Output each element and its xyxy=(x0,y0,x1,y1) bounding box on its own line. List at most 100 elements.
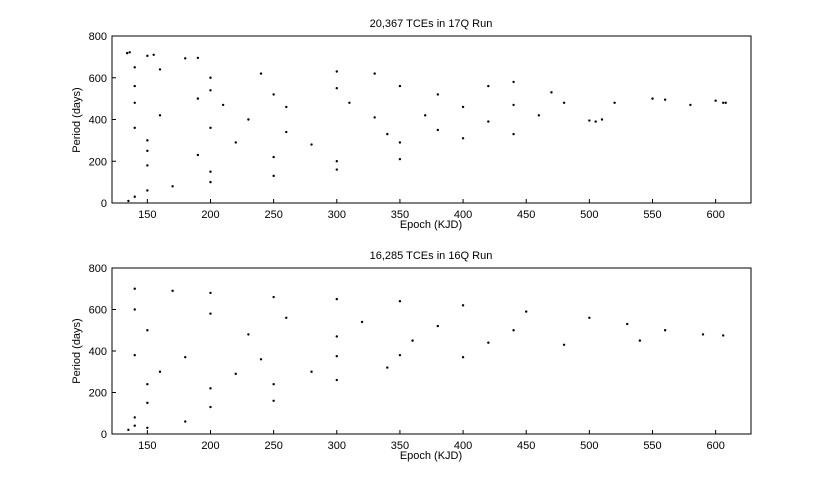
data-point xyxy=(209,76,212,79)
x-tick-label: 400 xyxy=(454,440,472,452)
data-point xyxy=(626,322,629,326)
data-point xyxy=(146,164,149,167)
data-point xyxy=(285,130,288,134)
x-axis: 150 200 250 300 350 400 450 500 550 600 xyxy=(138,430,725,452)
data-point xyxy=(461,137,465,140)
y-tick-label: 0 xyxy=(101,198,107,210)
data-point xyxy=(423,114,427,117)
x-tick-label: 350 xyxy=(391,209,409,221)
y-tick-label: 0 xyxy=(101,429,107,441)
data-point xyxy=(184,420,187,423)
y-tick-label: 800 xyxy=(89,263,107,275)
data-point xyxy=(386,366,389,369)
data-point xyxy=(335,335,338,338)
data-point xyxy=(247,333,250,336)
data-point xyxy=(335,354,338,358)
data-point xyxy=(373,72,376,75)
x-tick-label: 200 xyxy=(201,440,219,452)
data-point xyxy=(133,353,136,357)
data-point xyxy=(348,101,351,105)
data-point xyxy=(133,195,136,198)
data-point xyxy=(689,103,692,107)
data-point xyxy=(247,118,250,121)
data-point xyxy=(127,428,130,432)
data-point xyxy=(272,295,275,299)
data-point xyxy=(335,378,338,382)
data-point xyxy=(461,105,465,109)
y-tick-label: 600 xyxy=(89,305,107,317)
x-tick-label: 550 xyxy=(643,440,661,452)
data-point xyxy=(272,155,275,159)
x-tick-label: 450 xyxy=(517,440,535,452)
marks-layer xyxy=(127,287,725,432)
data-point xyxy=(512,132,515,136)
data-point xyxy=(335,168,338,171)
data-point xyxy=(128,51,131,54)
data-point xyxy=(638,339,642,342)
data-point xyxy=(146,189,149,192)
data-point xyxy=(133,287,136,290)
data-point xyxy=(209,180,212,184)
data-point xyxy=(209,170,212,173)
data-point xyxy=(146,401,149,405)
data-point xyxy=(461,356,465,359)
y-axis-label: Period (days) xyxy=(71,318,83,383)
chart-title: 20,367 TCEs in 17Q Run xyxy=(370,18,493,30)
data-point xyxy=(209,126,212,130)
x-tick-label: 400 xyxy=(454,209,472,221)
y-axis: 0 200 400 600 800 xyxy=(89,31,116,210)
data-point xyxy=(146,139,149,142)
y-tick-label: 800 xyxy=(89,31,107,43)
x-tick-label: 500 xyxy=(580,209,598,221)
data-point xyxy=(512,103,515,107)
x-tick-label: 300 xyxy=(328,209,346,221)
data-point xyxy=(335,297,338,301)
data-point xyxy=(133,84,136,88)
bottom-scatter-panel: 16,285 TCEs in 16Q Run 150 200 250 300 350 40… xyxy=(71,250,752,462)
y-tick-label: 200 xyxy=(89,388,107,400)
data-point xyxy=(588,316,591,319)
data-point xyxy=(272,383,275,386)
data-point xyxy=(562,101,566,105)
data-point xyxy=(562,343,566,346)
data-point xyxy=(146,383,149,386)
x-tick-label: 350 xyxy=(391,440,409,452)
data-point xyxy=(152,53,155,56)
data-point xyxy=(724,101,727,105)
x-tick-label: 500 xyxy=(580,440,598,452)
data-point xyxy=(663,98,667,101)
data-point xyxy=(600,118,604,121)
data-point xyxy=(436,128,440,132)
data-point xyxy=(512,329,515,332)
data-point xyxy=(398,141,402,144)
x-axis: 150 200 250 300 350 400 450 500 550 600 xyxy=(138,199,725,221)
data-point xyxy=(127,199,130,203)
data-point xyxy=(398,353,402,357)
x-tick-label: 450 xyxy=(517,209,535,221)
y-tick-label: 400 xyxy=(89,346,107,358)
data-point xyxy=(461,304,465,307)
chart-title: 16,285 TCEs in 16Q Run xyxy=(370,250,493,262)
data-point xyxy=(133,416,136,419)
x-tick-label: 600 xyxy=(706,209,724,221)
data-point xyxy=(259,72,263,75)
data-point xyxy=(398,84,402,88)
x-axis-label: Epoch (KJD) xyxy=(400,219,462,231)
data-point xyxy=(613,101,616,105)
top-scatter-panel: 20,367 TCEs in 17Q Run 150 200 250 300 350 40… xyxy=(71,18,752,231)
data-point xyxy=(272,174,275,178)
x-tick-label: 150 xyxy=(138,209,156,221)
data-point xyxy=(158,114,162,117)
data-point xyxy=(310,370,313,373)
data-point xyxy=(184,356,187,359)
data-point xyxy=(537,114,541,117)
data-point xyxy=(196,153,200,157)
data-point xyxy=(133,66,136,69)
data-point xyxy=(133,424,136,427)
data-point xyxy=(234,372,237,376)
data-point xyxy=(360,320,364,324)
data-point xyxy=(588,119,591,122)
data-point xyxy=(594,120,597,123)
data-point xyxy=(209,291,212,295)
